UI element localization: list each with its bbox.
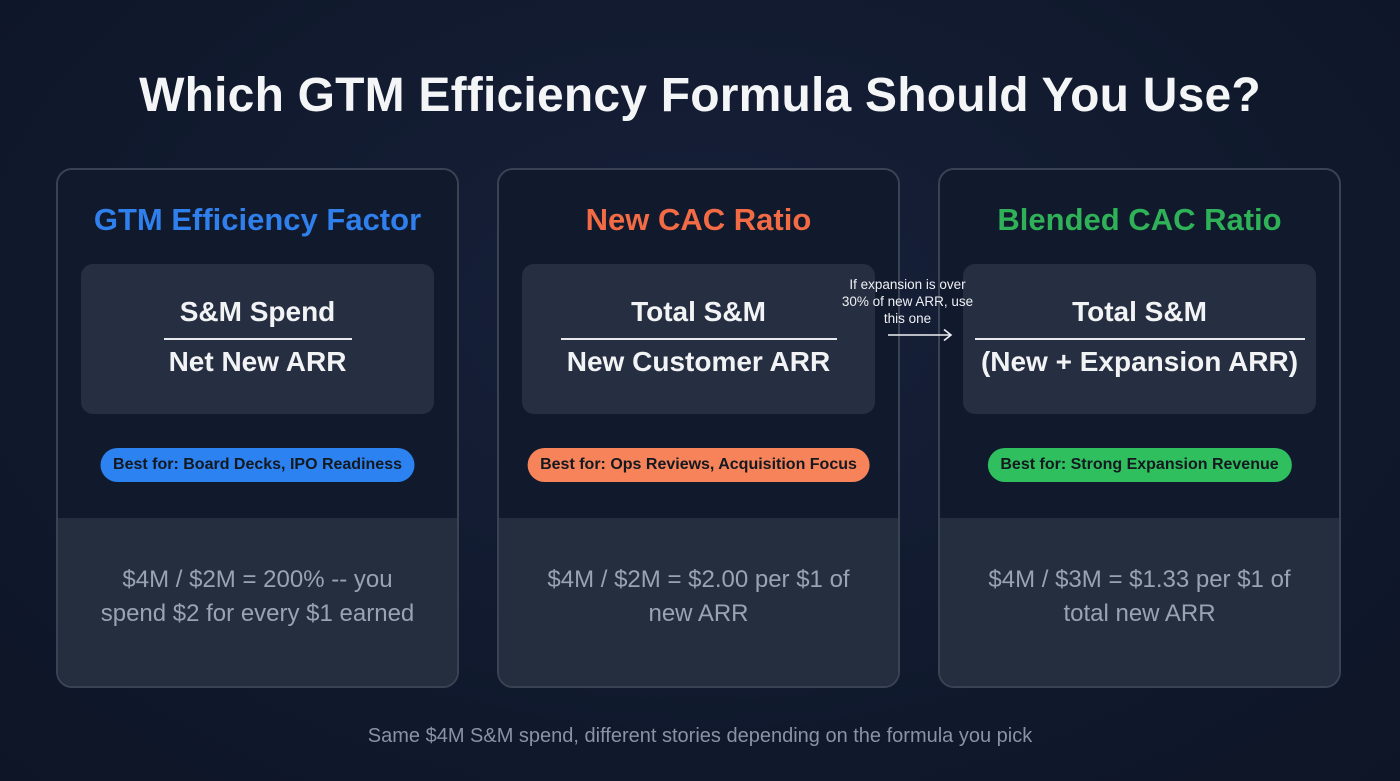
example-calculation: $4M / $2M = 200% -- you spend $2 for eve… [100, 566, 415, 627]
arrow-right-icon [888, 328, 953, 342]
card-example-area: $4M / $2M = 200% -- you spend $2 for eve… [58, 518, 457, 686]
formula-numerator: Total S&M [631, 296, 766, 327]
page-title: Which GTM Efficiency Formula Should You … [139, 69, 1261, 122]
best-for-badge: Best for: Board Decks, IPO Readiness [100, 448, 415, 482]
card-blended-cac-ratio: Blended CAC Ratio Total S&M (New + Expan… [938, 168, 1341, 688]
fraction-line [163, 338, 352, 340]
formula-numerator: S&M Spend [179, 296, 336, 327]
best-for-badge: Best for: Strong Expansion Revenue [987, 448, 1292, 482]
best-for-badge: Best for: Ops Reviews, Acquisition Focus [527, 448, 870, 482]
example-calculation: $4M / $3M = $1.33 per $1 of total new AR… [988, 566, 1291, 627]
card-title: New CAC Ratio [585, 202, 812, 237]
card-example-area: $4M / $2M = $2.00 per $1 of new ARR [499, 518, 898, 686]
formula-numerator: Total S&M [1072, 296, 1207, 327]
formula-denominator: New Customer ARR [566, 346, 831, 377]
formula-denominator: (New + Expansion ARR) [980, 346, 1299, 377]
example-calculation: $4M / $2M = $2.00 per $1 of new ARR [547, 566, 850, 627]
card-title: GTM Efficiency Factor [93, 202, 422, 237]
formula-denominator: Net New ARR [168, 346, 347, 377]
card-example-area: $4M / $3M = $1.33 per $1 of total new AR… [940, 518, 1339, 686]
connector-note: If expansion is over 30% of new ARR, use… [841, 277, 974, 326]
formula-box: Total S&M New Customer ARR [522, 264, 875, 414]
card-title: Blended CAC Ratio [997, 202, 1282, 237]
card-gtm-efficiency-factor: GTM Efficiency Factor S&M Spend Net New … [56, 168, 459, 688]
card-header-area: Blended CAC Ratio Total S&M (New + Expan… [940, 170, 1339, 518]
formula-box: Total S&M (New + Expansion ARR) [963, 264, 1316, 414]
card-header-area: GTM Efficiency Factor S&M Spend Net New … [58, 170, 457, 518]
formula-box: S&M Spend Net New ARR [81, 264, 434, 414]
fraction-line [560, 338, 837, 340]
card-new-cac-ratio: New CAC Ratio Total S&M New Customer ARR… [497, 168, 900, 688]
card-header-area: New CAC Ratio Total S&M New Customer ARR… [499, 170, 898, 518]
fraction-line [974, 338, 1305, 340]
footer-caption: Same $4M S&M spend, different stories de… [367, 725, 1033, 747]
